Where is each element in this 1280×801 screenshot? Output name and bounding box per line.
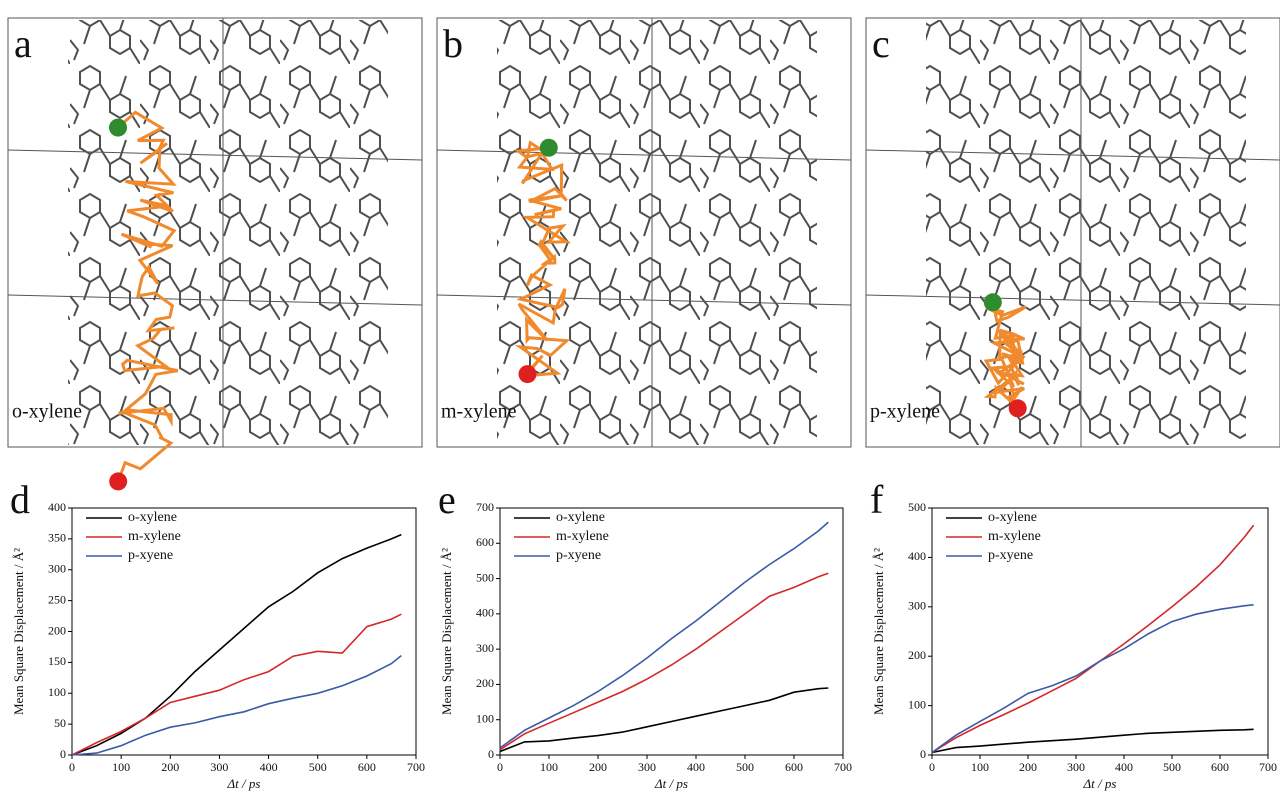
legend-label: p-xyene [988, 548, 1033, 563]
panel-caption: p-xylene [870, 401, 940, 423]
legend-label: o-xylene [988, 510, 1037, 525]
y-tick-label: 250 [48, 592, 66, 606]
panel-label: b [443, 21, 463, 66]
x-tick-label: 0 [929, 760, 935, 774]
start-sphere [984, 293, 1002, 311]
series-line [500, 688, 828, 752]
y-tick-label: 300 [48, 562, 66, 576]
x-tick-label: 100 [112, 760, 130, 774]
x-tick-label: 500 [309, 760, 327, 774]
y-tick-label: 0 [60, 747, 66, 761]
end-sphere [519, 365, 537, 383]
y-tick-label: 300 [476, 641, 494, 655]
x-tick-label: 500 [1163, 760, 1181, 774]
plot-frame [72, 508, 416, 755]
x-tick-label: 400 [1115, 760, 1133, 774]
x-tick-label: 0 [497, 760, 503, 774]
x-axis-label: Δt / ps [227, 776, 261, 791]
x-tick-label: 300 [638, 760, 656, 774]
x-tick-label: 100 [540, 760, 558, 774]
x-tick-label: 600 [1211, 760, 1229, 774]
page: a o-xylene b m-xylene c p-xylene 0 100 200 300 400… [0, 0, 1280, 801]
y-tick-label: 400 [48, 500, 66, 514]
structure-panel: b m-xylene [437, 18, 851, 447]
start-sphere [540, 139, 558, 157]
panel-label: f [870, 477, 884, 522]
y-tick-label: 700 [476, 500, 494, 514]
framework [926, 20, 1246, 445]
panel-label: d [10, 477, 30, 522]
y-tick-label: 300 [908, 599, 926, 613]
panel-label: c [872, 21, 890, 66]
x-tick-label: 0 [69, 760, 75, 774]
legend-label: o-xylene [128, 510, 177, 525]
x-tick-label: 100 [971, 760, 989, 774]
structure-panel: a o-xylene [8, 18, 422, 490]
chart: 0 100 200 300 400 500 600 700 0 100 200 300 400 500 Δt… [870, 477, 1277, 791]
y-tick-label: 200 [476, 676, 494, 690]
y-tick-label: 200 [908, 648, 926, 662]
framework [497, 20, 817, 445]
y-tick-label: 0 [920, 747, 926, 761]
legend-label: o-xylene [556, 510, 605, 525]
x-tick-label: 700 [1259, 760, 1277, 774]
x-tick-label: 400 [687, 760, 705, 774]
end-sphere [109, 472, 127, 490]
x-tick-label: 500 [736, 760, 754, 774]
legend-label: m-xylene [556, 529, 609, 544]
panel-caption: m-xylene [441, 401, 517, 423]
y-axis-label: Mean Square Displacement / Å² [11, 548, 26, 715]
x-tick-label: 600 [358, 760, 376, 774]
y-tick-label: 0 [488, 747, 494, 761]
series-line [932, 729, 1254, 752]
x-axis-label: Δt / ps [1083, 776, 1117, 791]
x-tick-label: 600 [785, 760, 803, 774]
legend-label: m-xylene [988, 529, 1041, 544]
framework [68, 20, 388, 445]
y-tick-label: 500 [908, 500, 926, 514]
y-tick-label: 400 [476, 606, 494, 620]
y-tick-label: 600 [476, 535, 494, 549]
x-axis-label: Δt / ps [654, 776, 688, 791]
end-sphere [1009, 399, 1027, 417]
series-line [932, 525, 1254, 752]
y-tick-label: 50 [54, 716, 66, 730]
y-tick-label: 400 [908, 549, 926, 563]
x-tick-label: 300 [210, 760, 228, 774]
y-tick-label: 100 [476, 711, 494, 725]
y-axis-label: Mean Square Displacement / Å² [439, 548, 454, 715]
panel-label: e [438, 477, 456, 522]
structure-panel: c p-xylene [866, 18, 1280, 447]
y-tick-label: 500 [476, 570, 494, 584]
x-tick-label: 200 [589, 760, 607, 774]
x-tick-label: 200 [1019, 760, 1037, 774]
panel-caption: o-xylene [12, 401, 82, 423]
legend-label: m-xylene [128, 529, 181, 544]
chart: 0 100 200 300 400 500 600 700 0 100 200 300 400 500 60… [438, 477, 852, 791]
chart: 0 100 200 300 400 500 600 700 0 50 100 150 200 250 300… [10, 477, 425, 791]
x-tick-label: 400 [260, 760, 278, 774]
y-tick-label: 350 [48, 531, 66, 545]
x-tick-label: 300 [1067, 760, 1085, 774]
x-tick-label: 700 [407, 760, 425, 774]
y-tick-label: 100 [908, 697, 926, 711]
figure: a o-xylene b m-xylene c p-xylene 0 100 200 300 400… [0, 0, 1280, 801]
legend-label: p-xyene [128, 548, 173, 563]
plot-frame [500, 508, 843, 755]
y-tick-label: 150 [48, 654, 66, 668]
panel-label: a [14, 21, 32, 66]
legend-label: p-xyene [556, 548, 601, 563]
y-tick-label: 100 [48, 685, 66, 699]
x-tick-label: 200 [161, 760, 179, 774]
x-tick-label: 700 [834, 760, 852, 774]
plot-frame [932, 508, 1268, 755]
start-sphere [109, 119, 127, 137]
series-line [72, 656, 401, 755]
y-tick-label: 200 [48, 623, 66, 637]
y-axis-label: Mean Square Displacement / Å² [871, 548, 886, 715]
series-line [72, 535, 401, 755]
